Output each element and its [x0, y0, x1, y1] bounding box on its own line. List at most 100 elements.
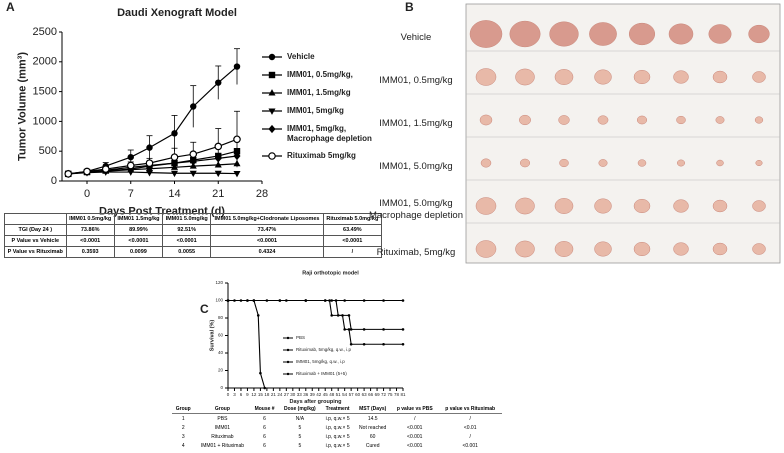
table-cell: 73.47%	[210, 224, 324, 236]
table-cell: IMM01 5.0mg/kg	[162, 213, 212, 225]
marker	[145, 159, 154, 167]
y-tick-label: 100	[215, 298, 223, 303]
row-label: IMM01, 0.5mg/kg	[379, 75, 453, 86]
tumor-photo	[597, 115, 609, 125]
series-line	[228, 299, 266, 389]
x-tick-label: 36	[303, 392, 309, 397]
table-cell: 63.49%	[322, 224, 383, 236]
tumor-photo	[475, 197, 497, 215]
x-tick-label: 30	[290, 392, 296, 397]
table-cell: Cured	[365, 442, 380, 449]
series-line	[228, 299, 403, 330]
marker	[215, 79, 222, 86]
table-cell: /	[322, 246, 383, 258]
table-cell: i.p, q.w.× 5	[325, 442, 350, 449]
tumor-photo	[673, 199, 689, 213]
chart-title: Daudi Xenograft Model	[117, 7, 237, 19]
x-tick-label: 18	[264, 392, 270, 397]
tumor-photo	[469, 20, 503, 48]
table-cell: Dose (mg/kg)	[278, 404, 321, 414]
table-cell: i.p, q.w.× 5	[325, 433, 350, 440]
marker	[146, 144, 153, 151]
tumor-photo	[752, 243, 766, 255]
marker	[347, 328, 351, 331]
row-label: Vehicle	[400, 32, 432, 43]
x-axis-title: Days after grouping	[290, 399, 342, 405]
row-label: IMM01, 1.5mg/kg	[379, 118, 453, 129]
tumor-photo	[515, 197, 535, 215]
table-cell	[4, 213, 67, 225]
tumor-photo	[475, 240, 497, 258]
table-cell: IMM01 0.5mg/kg	[65, 213, 115, 225]
table-cell: /	[469, 433, 471, 440]
tumor-photo	[554, 69, 574, 85]
tumor-photo	[519, 114, 531, 126]
marker	[268, 124, 276, 134]
legend-label: IMM01, 5mg/kg	[287, 106, 344, 115]
marker	[286, 360, 290, 364]
marker	[330, 314, 334, 317]
y-tick-label: 120	[215, 280, 223, 285]
marker	[214, 142, 223, 151]
tumor-photo	[509, 20, 541, 48]
x-tick-label: 9	[246, 392, 249, 397]
marker	[349, 328, 353, 331]
x-tick-label: 3	[233, 392, 236, 397]
marker	[268, 53, 276, 61]
marker	[336, 314, 340, 317]
marker	[401, 299, 405, 302]
marker	[286, 336, 290, 340]
table-row: 1 PBS 6 N/A i.p, q.w.× 5 14.5 / /	[172, 414, 502, 424]
tumor-photo	[755, 159, 763, 167]
x-tick-label: 21	[271, 392, 277, 397]
series-line	[68, 171, 238, 175]
table-cell: 0.0055	[162, 246, 212, 258]
marker	[170, 153, 179, 161]
x-tick-label: 81	[400, 392, 406, 397]
tumor-photo	[748, 24, 770, 44]
row-label: Rituximab, 5mg/kg	[376, 247, 456, 258]
marker	[362, 299, 366, 302]
marker	[343, 328, 346, 331]
table-cell: IMM01 5.0mg/kg+Clodronate Liposomes	[210, 213, 324, 225]
marker	[189, 150, 198, 158]
marker	[304, 299, 308, 302]
y-tick-label: 0	[51, 175, 57, 187]
y-tick-label: 1500	[33, 86, 57, 98]
marker	[349, 342, 353, 346]
y-tick-label: 2500	[33, 26, 57, 38]
marker	[382, 299, 385, 302]
table-cell: 0.4324	[210, 246, 324, 258]
tumor-photo	[559, 158, 569, 168]
tumor-photo	[752, 71, 766, 83]
table-cell: <0.001	[462, 442, 478, 449]
legend-label: Vehicle	[287, 52, 315, 61]
marker	[256, 314, 260, 317]
tumor-photo	[554, 198, 574, 214]
marker	[401, 328, 405, 331]
tumor-photo	[520, 158, 530, 168]
legend-label: Rituximab, 5mg/kg, q.w., i.p	[296, 347, 352, 352]
marker	[323, 299, 327, 302]
table-cell: 3	[181, 433, 185, 440]
photo-frame	[465, 3, 781, 264]
y-axis-title: Survival (%)	[209, 320, 215, 352]
table-cell: 89.99%	[113, 224, 164, 236]
table-cell: /	[414, 415, 416, 422]
table-cell: 0.0099	[113, 246, 164, 258]
tumor-photo	[754, 116, 764, 124]
panel-letter: A	[6, 0, 15, 14]
y-tick-label: 40	[218, 350, 224, 355]
marker	[233, 135, 241, 144]
marker	[285, 299, 288, 302]
x-tick-label: 24	[277, 392, 283, 397]
marker	[214, 170, 222, 178]
table-cell: 5	[298, 424, 302, 431]
tumor-photo	[673, 70, 689, 84]
table-cell: N/A	[295, 415, 305, 422]
legend-label: Rituximab 5mg/kg	[287, 151, 356, 160]
marker	[268, 108, 276, 115]
tumor-photo	[475, 68, 497, 86]
x-tick-label: 78	[394, 392, 400, 397]
tumor-photo	[479, 114, 493, 126]
